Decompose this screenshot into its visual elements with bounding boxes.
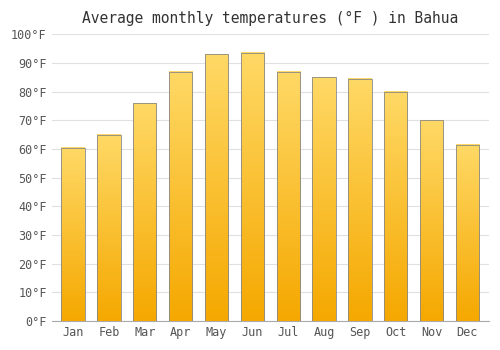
- Title: Average monthly temperatures (°F ) in Bahua: Average monthly temperatures (°F ) in Ba…: [82, 11, 458, 26]
